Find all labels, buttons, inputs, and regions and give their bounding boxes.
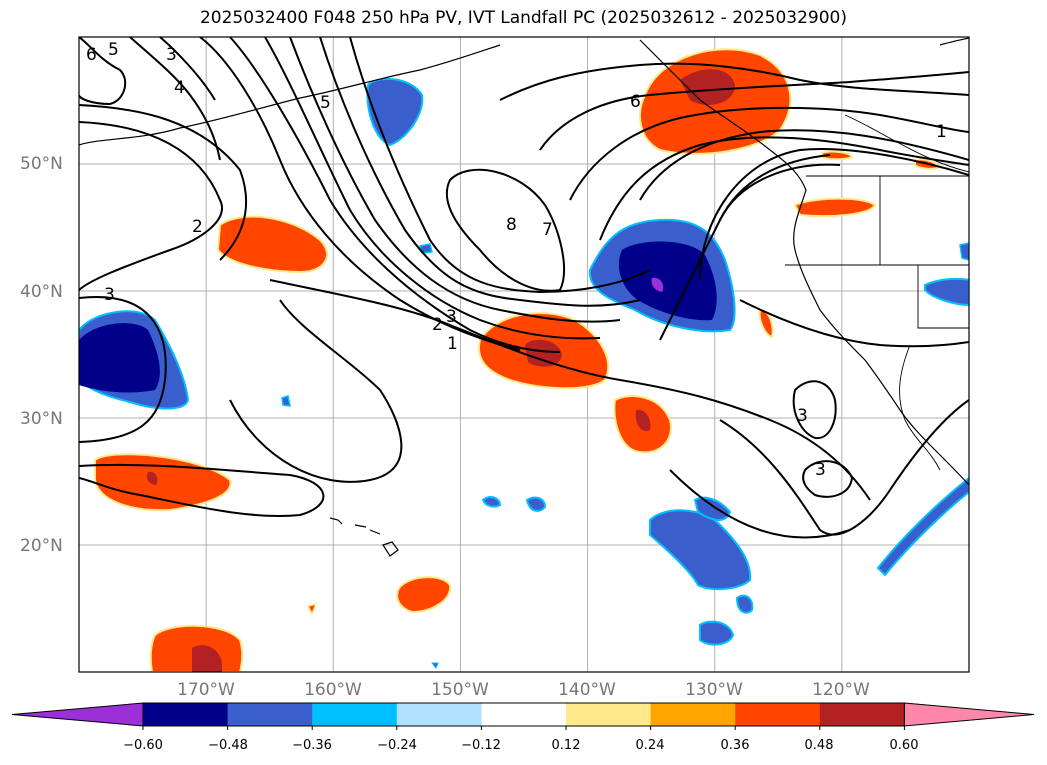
lat-label-20n: 20°N — [20, 536, 63, 556]
colorbar-segment — [312, 703, 398, 726]
plot-frame — [78, 36, 970, 673]
contour-label: 7 — [542, 220, 553, 240]
colorbar-segment — [650, 703, 736, 726]
contour-label: 3 — [446, 307, 457, 327]
contour-labels: 6 5 3 4 5 2 8 7 6 1 3 2 3 1 3 3 — [86, 40, 947, 480]
contour-label: 3 — [797, 406, 808, 426]
contour-label: 2 — [192, 217, 203, 237]
lon-label-120w: 120°W — [812, 680, 870, 700]
contour-label: 1 — [447, 334, 458, 354]
longitude-labels: 170°W 160°W 150°W 140°W 130°W 120°W — [177, 680, 870, 700]
contour-label: 1 — [936, 122, 947, 142]
colorbar-tick-label: −0.48 — [208, 738, 248, 753]
colorbar-segment — [396, 703, 482, 726]
colorbar-tick-label: −0.24 — [377, 738, 417, 753]
lat-label-40n: 40°N — [20, 282, 63, 302]
contour-label: 3 — [815, 460, 826, 480]
colorbar-tick-labels: −0.60 −0.48 −0.36 −0.24 −0.12 0.12 0.24 … — [123, 738, 918, 753]
contour-label: 3 — [166, 45, 177, 65]
colorbar-segment — [481, 703, 567, 726]
contour-label: 6 — [86, 45, 97, 65]
lat-label-30n: 30°N — [20, 409, 63, 429]
latitude-labels: 50°N 40°N 30°N 20°N — [20, 154, 63, 556]
colorbar-tick-label: 0.48 — [805, 738, 834, 753]
lon-label-150w: 150°W — [431, 680, 489, 700]
lon-label-140w: 140°W — [558, 680, 616, 700]
contour-label: 8 — [506, 215, 517, 235]
colorbar-tick-label: −0.60 — [123, 738, 163, 753]
lon-label-130w: 130°W — [685, 680, 743, 700]
colorbar-tick-label: 0.24 — [636, 738, 665, 753]
colorbar-tick-label: 0.60 — [890, 738, 919, 753]
pv-contours — [79, 37, 969, 539]
colorbar-segment — [735, 703, 821, 726]
coastlines — [79, 37, 969, 557]
contour-label: 4 — [174, 78, 185, 98]
lat-label-50n: 50°N — [20, 154, 63, 174]
lon-label-170w: 170°W — [177, 680, 235, 700]
contour-label: 5 — [108, 40, 119, 60]
contour-label: 5 — [320, 93, 331, 113]
map-title: 2025032400 F048 250 hPa PV, IVT Landfall… — [199, 8, 847, 28]
colorbar-tick-label: 0.12 — [552, 738, 581, 753]
colorbar-outline — [142, 702, 905, 727]
colorbar-segment — [819, 703, 905, 726]
colorbar-tick-label: −0.36 — [292, 738, 332, 753]
lon-label-160w: 160°W — [304, 680, 362, 700]
colorbar-extend-low — [11, 702, 144, 727]
colorbar-tick-label: −0.12 — [461, 738, 501, 753]
contour-label: 2 — [432, 315, 443, 335]
contour-label: 3 — [104, 285, 115, 305]
colorbar-extend-high — [903, 702, 1035, 727]
colorbar-segment — [227, 703, 313, 726]
contour-label: 6 — [630, 92, 641, 112]
colorbar — [11, 702, 1035, 730]
colorbar-segment — [143, 703, 229, 726]
colorbar-tick-label: 0.36 — [721, 738, 750, 753]
colorbar-segment — [566, 703, 652, 726]
